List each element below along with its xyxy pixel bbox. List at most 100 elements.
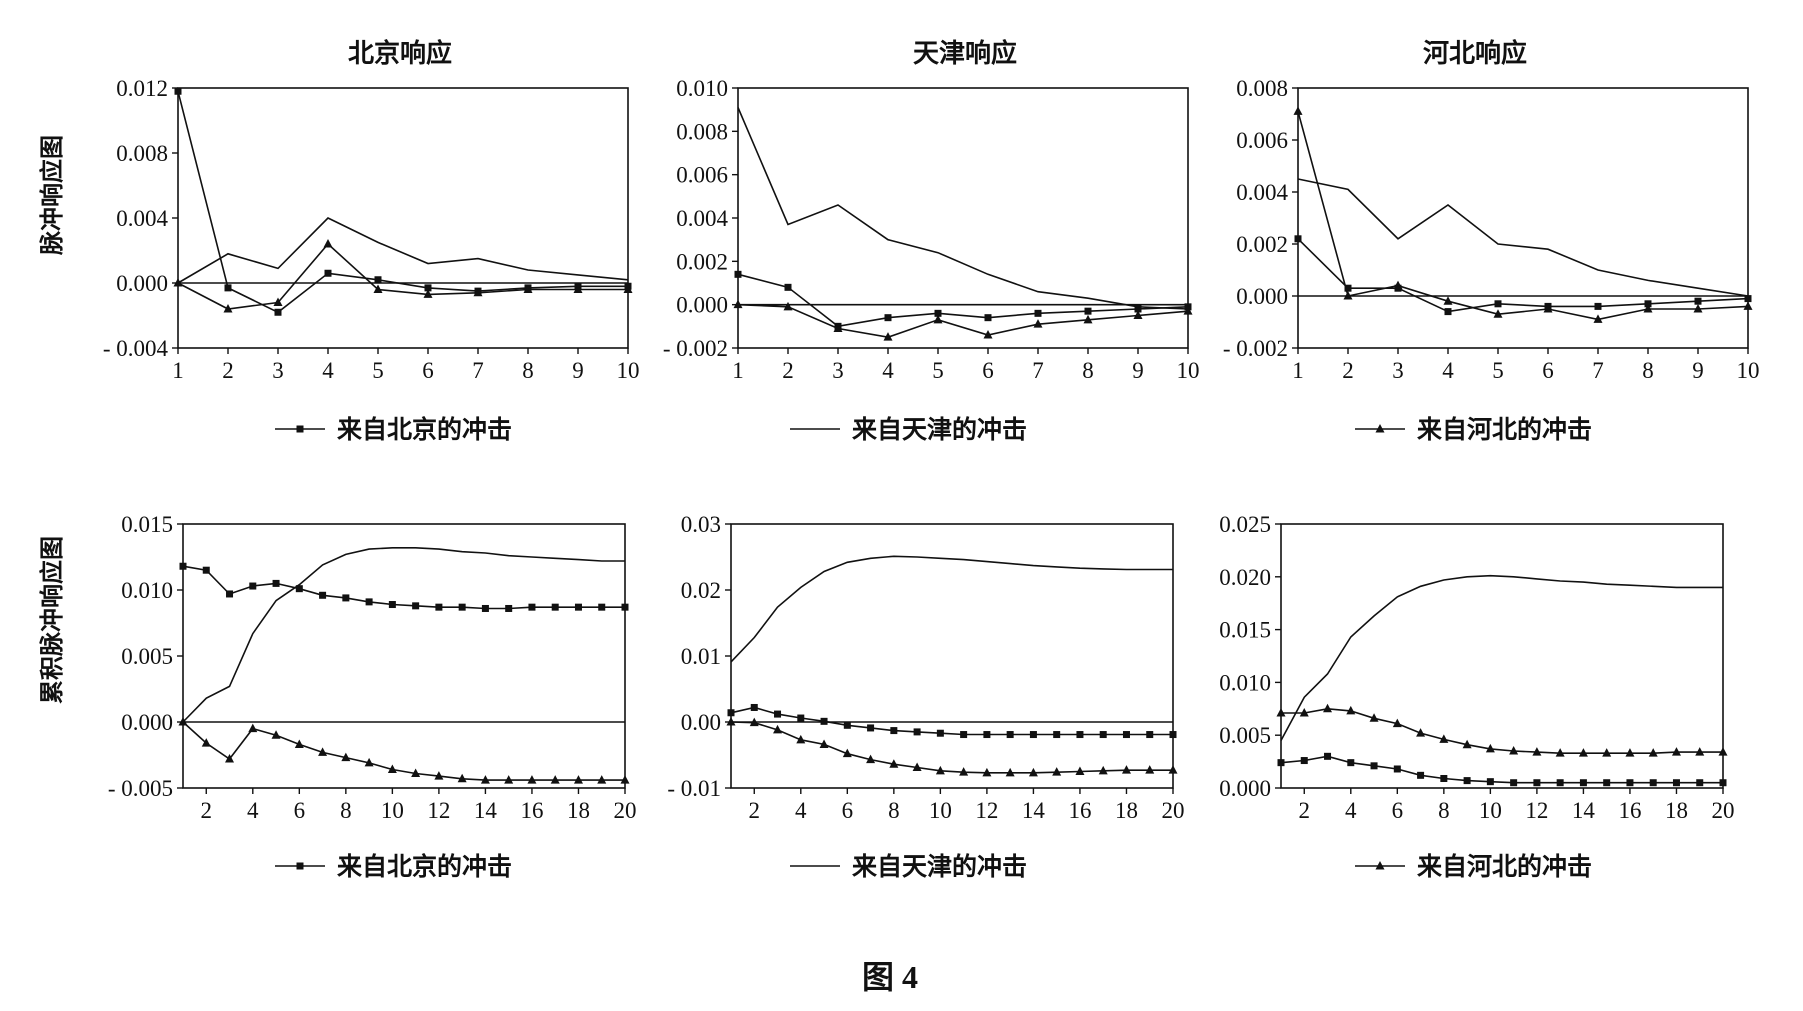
legend-label: 来自河北的冲击 (1417, 852, 1592, 881)
series-line (177, 217, 629, 284)
data-point (750, 703, 758, 711)
y-tick-label: 0.015 (1219, 618, 1271, 643)
data-point (1028, 767, 1038, 777)
series-2 (1293, 106, 1753, 323)
x-tick-label: 5 (372, 358, 384, 383)
data-point (774, 710, 782, 718)
data-point (224, 284, 232, 292)
data-point (319, 591, 327, 599)
legend-marker (296, 862, 304, 870)
data-point (983, 731, 991, 739)
x-tick-label: 10 (381, 798, 404, 823)
data-point (318, 747, 328, 756)
data-point (1648, 748, 1658, 757)
data-point (1183, 306, 1193, 315)
plot-frame (182, 523, 626, 789)
y-tick-label: 0.006 (676, 163, 728, 188)
y-tick-label: - 0.002 (663, 336, 728, 361)
data-point (912, 762, 922, 772)
legend-label: 来自河北的冲击 (1417, 415, 1592, 444)
x-tick-label: 6 (842, 798, 854, 823)
x-tick-label: 2 (1299, 798, 1311, 823)
data-point (1602, 748, 1612, 757)
y-tick-label: - 0.01 (667, 776, 721, 801)
series-1 (730, 555, 1173, 663)
x-tick-label: 9 (1692, 358, 1704, 383)
data-point (388, 601, 396, 609)
data-point (889, 759, 899, 768)
data-point (226, 590, 234, 598)
plot-frame (1297, 87, 1749, 349)
y-tick-label: 0.004 (116, 206, 168, 231)
data-point (1277, 759, 1285, 767)
data-point (295, 585, 303, 593)
x-tick-label: 14 (1022, 798, 1046, 823)
series-line (182, 546, 625, 723)
data-point (883, 332, 893, 341)
data-point (248, 723, 258, 733)
data-point (784, 283, 792, 291)
data-point (884, 314, 892, 322)
data-point (1370, 762, 1378, 770)
data-point (913, 728, 921, 736)
data-point (271, 730, 281, 739)
data-point (1649, 779, 1657, 787)
data-point (1300, 757, 1308, 765)
data-point (1392, 718, 1402, 728)
data-point (1169, 731, 1177, 739)
data-point (1005, 767, 1015, 777)
x-tick-label: 4 (882, 358, 894, 383)
x-tick-label: 3 (832, 358, 844, 383)
x-tick-label: 20 (1712, 798, 1735, 823)
data-point (1643, 304, 1653, 313)
x-tick-label: 10 (1177, 358, 1200, 383)
series-line (177, 242, 628, 310)
series-line (737, 107, 1189, 310)
chart-panel-3: - 0.005 0.000 0.005 0.010 0.015 2 4 6 8 10 12 14 16 1… (108, 512, 637, 881)
y-tick-label: - 0.002 (1223, 336, 1288, 361)
data-point (1083, 314, 1093, 324)
y-tick-label: 0.000 (676, 293, 728, 318)
series-line (1297, 111, 1749, 321)
data-point (249, 582, 257, 590)
data-point (412, 602, 420, 610)
data-point (480, 775, 490, 784)
x-tick-label: 4 (322, 358, 334, 383)
y-tick-label: 0.00 (681, 710, 721, 735)
x-tick-label: 8 (1438, 798, 1450, 823)
series-0 (179, 562, 629, 612)
data-point (1346, 705, 1356, 715)
x-tick-label: 1 (732, 358, 744, 383)
data-point (982, 767, 992, 777)
x-tick-label: 12 (975, 798, 998, 823)
data-point (365, 598, 373, 606)
x-tick-label: 1 (172, 358, 184, 383)
data-point (1034, 309, 1042, 317)
data-point (1075, 766, 1085, 775)
data-point (574, 603, 582, 611)
data-point (1168, 765, 1178, 774)
data-point (294, 739, 304, 748)
x-tick-label: 4 (795, 798, 807, 823)
data-point (1029, 731, 1037, 739)
y-tick-label: - 0.004 (103, 336, 169, 361)
figure-caption: 图 4 (862, 959, 918, 995)
data-point (1439, 734, 1449, 743)
data-point (1509, 746, 1519, 755)
data-point (1006, 731, 1014, 739)
x-tick-label: 10 (929, 798, 952, 823)
data-point (179, 562, 187, 570)
data-point (1084, 307, 1092, 315)
data-point (984, 314, 992, 322)
data-point (1696, 779, 1704, 787)
data-point (1033, 319, 1043, 328)
x-tick-label: 7 (1592, 358, 1604, 383)
data-point (274, 308, 282, 316)
series-1 (182, 546, 625, 723)
data-point (1393, 765, 1401, 773)
data-point (1625, 748, 1635, 757)
y-tick-label: 0.004 (1236, 180, 1288, 205)
x-tick-label: 8 (522, 358, 534, 383)
x-tick-label: 16 (1068, 798, 1091, 823)
